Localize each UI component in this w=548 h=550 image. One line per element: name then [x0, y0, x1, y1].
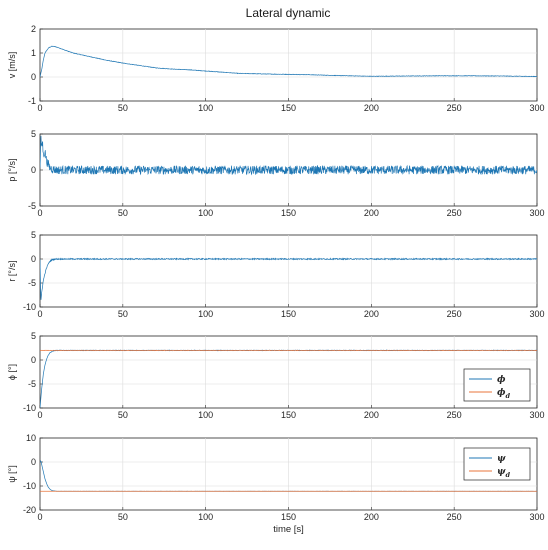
y-tick-label: 0 [31, 165, 36, 175]
y-tick-label: 1 [31, 48, 36, 58]
series-line-main [40, 257, 537, 300]
x-tick-label: 150 [281, 512, 296, 522]
y-tick-label: 5 [31, 230, 36, 240]
subplot-5: 0 50 100 150 200 250 300 -20 -10 0 10 ψ [°] time [s]… [7, 433, 545, 535]
legend: ϕϕd [463, 368, 531, 402]
x-tick-label: 200 [364, 309, 379, 319]
x-tick-label: 200 [364, 103, 379, 113]
legend-box [463, 447, 531, 481]
y-tick-label: -1 [28, 96, 36, 106]
x-tick-label: 250 [447, 410, 462, 420]
legend-entry-name: ϕ [497, 375, 506, 385]
subplot-3: 0 50 100 150 200 250 300 -10 -5 0 5 r [°/s] [7, 230, 545, 319]
x-tick-label: 0 [37, 208, 42, 218]
x-tick-label: 0 [37, 103, 42, 113]
x-tick-label: 200 [364, 208, 379, 218]
legend-entry: ψ [497, 454, 506, 464]
x-tick-label: 150 [281, 309, 296, 319]
y-tick-label: 0 [31, 72, 36, 82]
x-axis-label: time [s] [273, 524, 304, 535]
legend: ψψd [463, 447, 531, 481]
y-tick-label: -10 [23, 302, 36, 312]
y-tick-label: -5 [28, 201, 36, 211]
y-tick-label: -5 [28, 379, 36, 389]
legend-box [463, 368, 531, 402]
x-tick-label: 50 [118, 309, 128, 319]
y-tick-label: 5 [31, 129, 36, 139]
x-tick-label: 150 [281, 410, 296, 420]
x-tick-label: 200 [364, 410, 379, 420]
x-tick-label: 300 [529, 208, 544, 218]
y-axis-label: v [m/s] [7, 52, 17, 79]
x-tick-label: 100 [198, 512, 213, 522]
x-tick-label: 300 [529, 410, 544, 420]
y-tick-label: 0 [31, 355, 36, 365]
x-tick-label: 150 [281, 208, 296, 218]
y-tick-label: -10 [23, 403, 36, 413]
y-axis-label: p [°/s] [7, 158, 17, 181]
x-tick-label: 0 [37, 512, 42, 522]
y-tick-label: 5 [31, 331, 36, 341]
y-axis-label: r [°/s] [7, 260, 17, 281]
x-tick-label: 300 [529, 309, 544, 319]
x-tick-label: 250 [447, 103, 462, 113]
y-tick-label: -20 [23, 505, 36, 515]
y-tick-label: 2 [31, 24, 36, 34]
y-tick-label: -10 [23, 481, 36, 491]
series-line-main [40, 45, 537, 78]
x-tick-label: 100 [198, 208, 213, 218]
x-tick-label: 50 [118, 208, 128, 218]
legend-entry: ψd [497, 467, 510, 479]
legend-entry-name: ϕ [497, 388, 506, 398]
x-tick-label: 50 [118, 103, 128, 113]
y-tick-label: 10 [26, 433, 36, 443]
x-tick-label: 150 [281, 103, 296, 113]
x-tick-label: 50 [118, 410, 128, 420]
x-tick-label: 100 [198, 410, 213, 420]
y-tick-label: 0 [31, 254, 36, 264]
x-tick-label: 0 [37, 410, 42, 420]
y-axis-label: ϕ [°] [7, 364, 17, 380]
x-tick-label: 50 [118, 512, 128, 522]
legend-entry-name: ψ [497, 467, 506, 477]
legend-entry-name: ψ [497, 454, 506, 464]
series-line-main [40, 135, 537, 176]
x-tick-label: 100 [198, 103, 213, 113]
legend-entry-subscript: d [505, 471, 510, 479]
y-tick-label: 0 [31, 457, 36, 467]
x-tick-label: 0 [37, 309, 42, 319]
figure-title: Lateral dynamic [246, 6, 331, 20]
x-tick-label: 250 [447, 208, 462, 218]
y-axis-label: ψ [°] [7, 465, 17, 483]
x-tick-label: 100 [198, 309, 213, 319]
legend-entry: ϕd [497, 388, 510, 400]
x-tick-label: 300 [529, 512, 544, 522]
legend-entry: ϕ [497, 375, 506, 385]
legend-entry-subscript: d [505, 392, 510, 400]
x-tick-label: 250 [447, 309, 462, 319]
x-tick-label: 300 [529, 103, 544, 113]
x-tick-label: 200 [364, 512, 379, 522]
x-tick-label: 250 [447, 512, 462, 522]
y-tick-label: -5 [28, 278, 36, 288]
